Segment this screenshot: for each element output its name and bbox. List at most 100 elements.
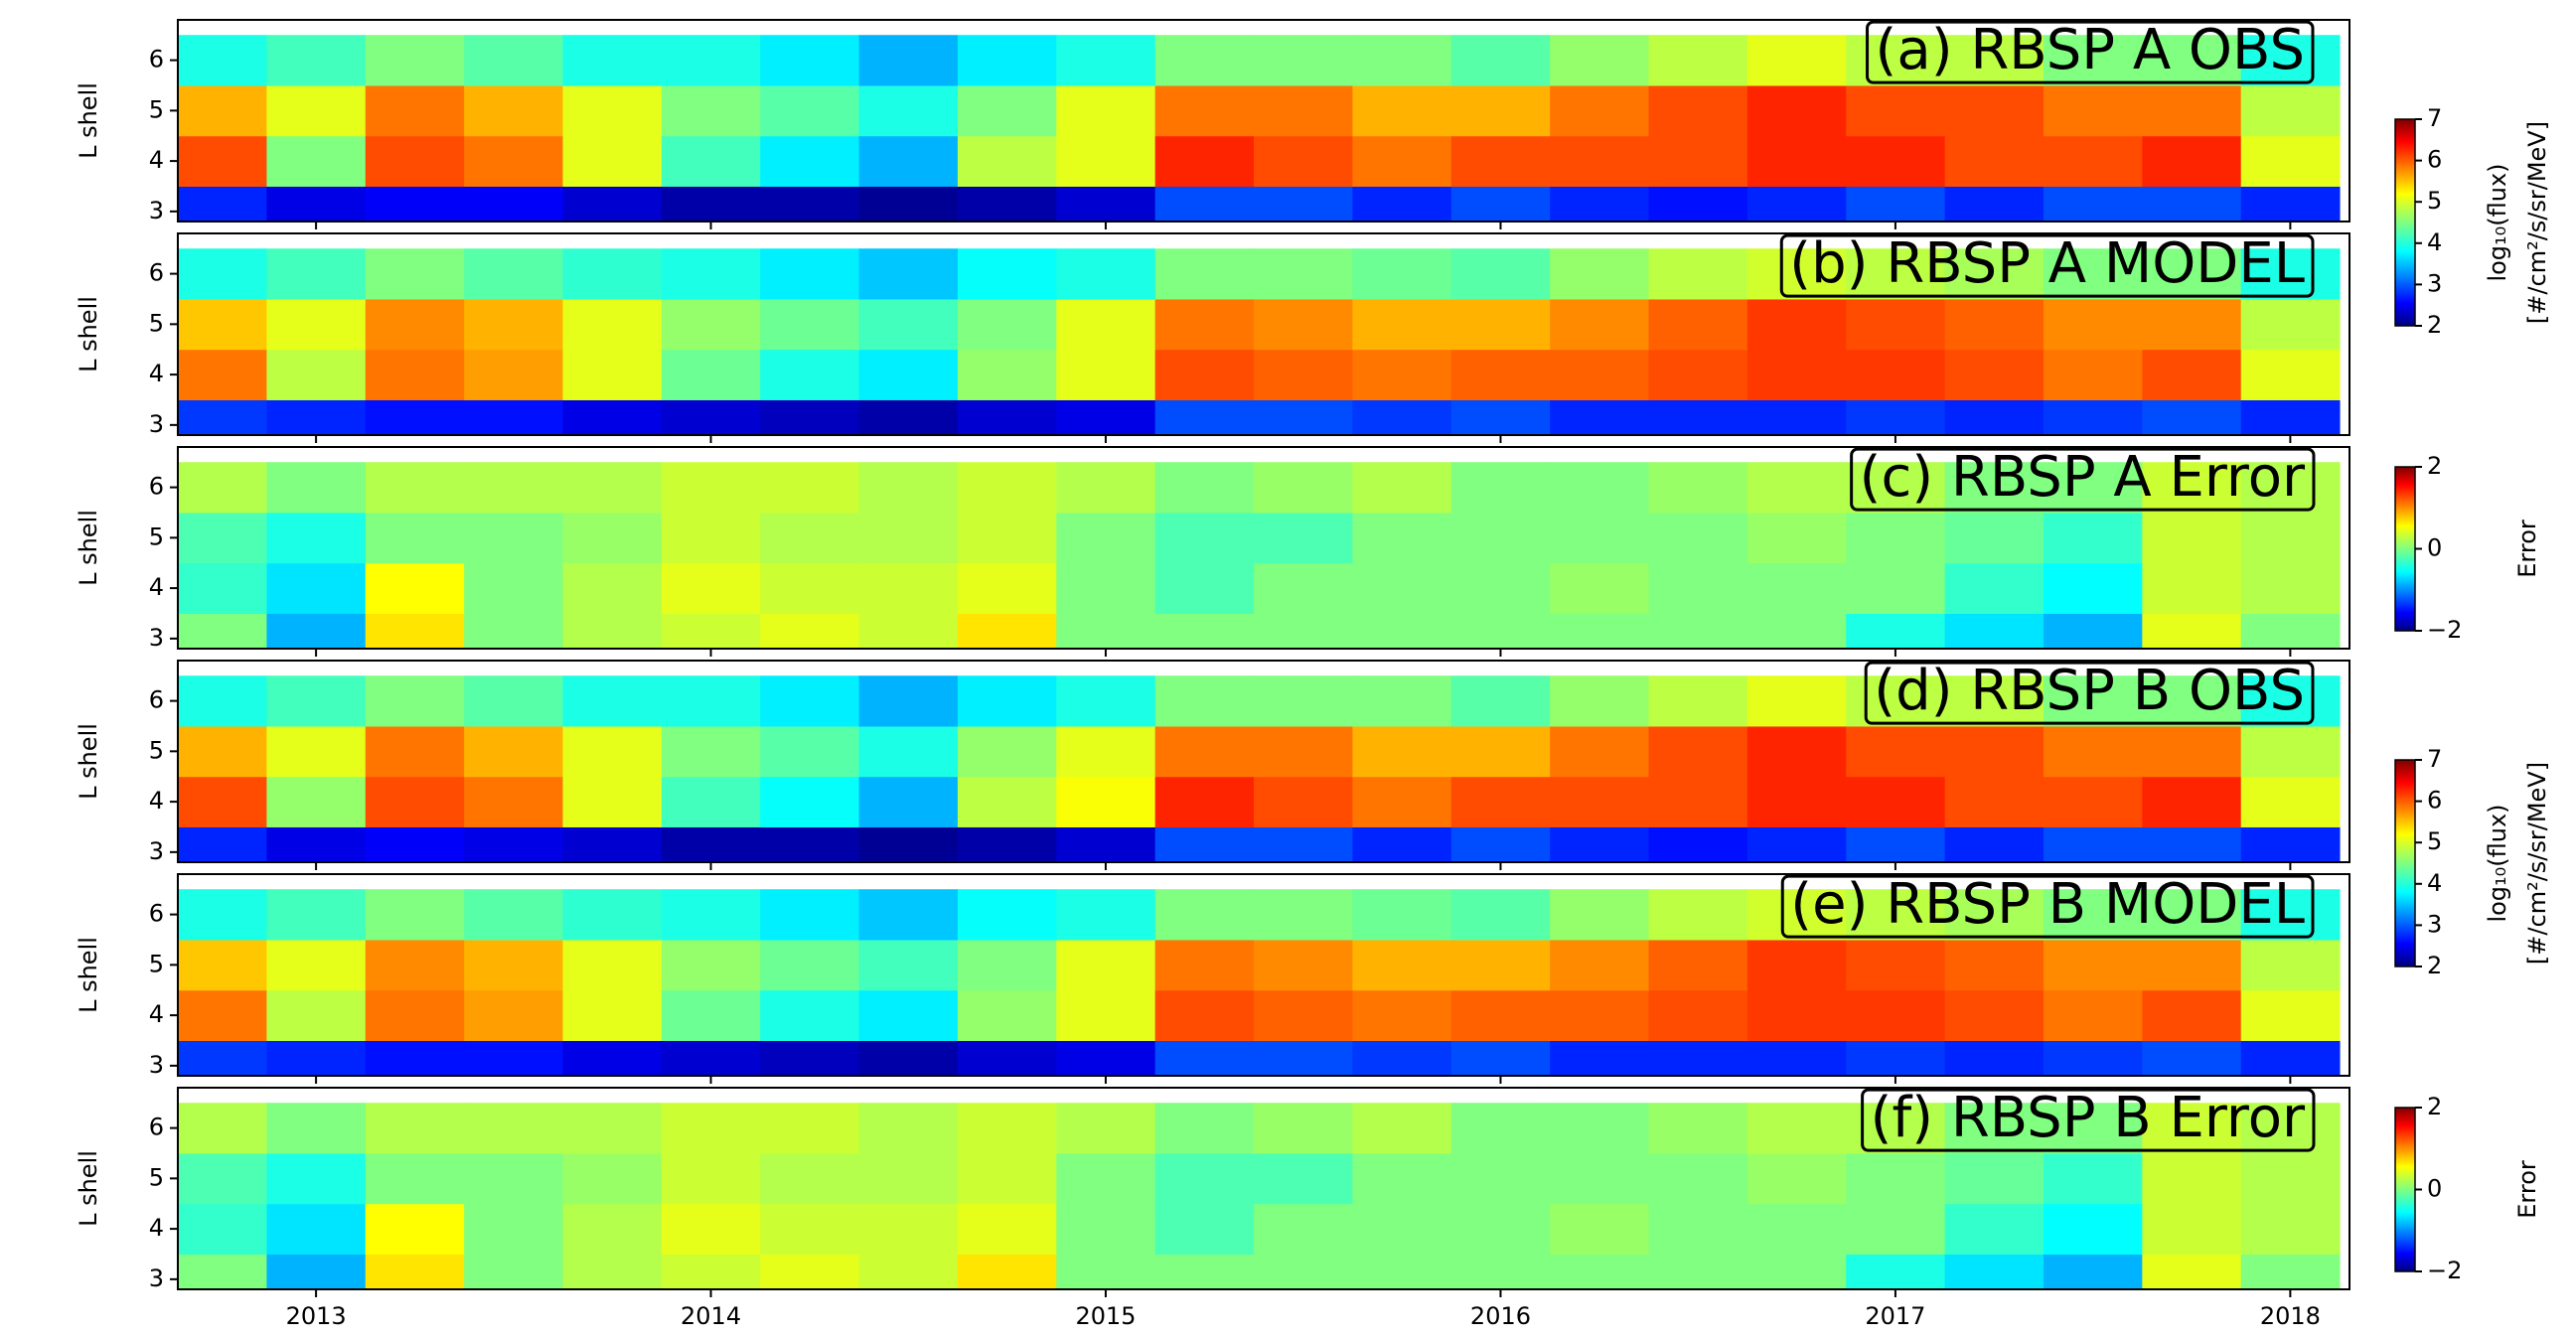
heatmap-cell (1648, 35, 1748, 86)
heatmap-cell (1154, 562, 1255, 614)
heatmap-cell (661, 349, 761, 400)
heatmap-cell (1450, 776, 1551, 827)
y-tick-label: 4 (149, 1000, 164, 1028)
heatmap-cell (1944, 349, 2045, 400)
heatmap-cell (1944, 989, 2045, 1041)
heatmap-cell (1550, 298, 1650, 351)
heatmap-cell (1746, 35, 1847, 86)
heatmap-cell (1648, 1254, 1748, 1289)
heatmap-cell (562, 562, 663, 614)
heatmap-cell (1944, 1152, 2045, 1205)
plot-frame (177, 446, 2350, 650)
plot-frame (177, 1087, 2350, 1290)
heatmap-cell (562, 349, 663, 400)
heatmap-cell (1846, 298, 1946, 351)
heatmap-cell (1352, 939, 1452, 991)
heatmap-cell (562, 939, 663, 991)
heatmap-cell (1254, 939, 1353, 991)
heatmap-cell (178, 939, 267, 991)
heatmap-cell (266, 84, 367, 137)
heatmap-cell (365, 889, 465, 941)
heatmap-cell (2142, 135, 2242, 187)
title-box (1861, 1088, 2316, 1152)
heatmap-cell (464, 1152, 564, 1205)
plot-frame (177, 660, 2350, 863)
heatmap-cell (1450, 1152, 1551, 1205)
heatmap-cell (2043, 462, 2143, 514)
heatmap-cell (1154, 1254, 1255, 1289)
heatmap-cell (266, 725, 367, 778)
colorbar-tick-label: −2 (2427, 1257, 2462, 1284)
heatmap-cell (1154, 512, 1255, 564)
heatmap-cell (1254, 826, 1353, 862)
heatmap-cell (266, 135, 367, 187)
y-axis-label: L shell (75, 510, 102, 586)
colorbar-tick-label: 3 (2427, 269, 2442, 297)
heatmap-cell (2142, 1152, 2242, 1205)
colorbar (2394, 1107, 2416, 1272)
colorbar-label: log₁₀(flux) (2484, 804, 2511, 922)
heatmap-cell (1846, 989, 1946, 1041)
heatmap-cell (661, 186, 761, 222)
title-box (1850, 447, 2316, 512)
heatmap-cell (1550, 1103, 1650, 1154)
heatmap-cell (760, 1203, 860, 1255)
heatmap-cell (661, 35, 761, 86)
heatmap-cell (2043, 725, 2143, 778)
heatmap-cell (1550, 135, 1650, 187)
heatmap-cell (2142, 462, 2242, 514)
heatmap-cell (1550, 399, 1650, 435)
heatmap-cell (760, 1254, 860, 1289)
heatmap-cell (266, 826, 367, 862)
heatmap-cell (365, 399, 465, 435)
heatmap-cell (760, 512, 860, 564)
heatmap-cell (1944, 399, 2045, 435)
heatmap-cell (562, 399, 663, 435)
heatmap-cell (1550, 562, 1650, 614)
heatmap-cell (1450, 989, 1551, 1041)
heatmap-cell (365, 1040, 465, 1076)
heatmap-cell (1846, 1040, 1946, 1076)
heatmap-cell (858, 248, 959, 300)
heatmap-cell (1154, 135, 1255, 187)
colorbar-tick-label: 7 (2427, 104, 2442, 132)
heatmap-cell (1254, 1103, 1353, 1154)
heatmap-cell (1846, 889, 1946, 941)
heatmap-cell (1254, 186, 1353, 222)
heatmap-cell (1846, 135, 1946, 187)
heatmap-cell (2240, 939, 2341, 991)
heatmap-cell (1352, 613, 1452, 649)
heatmap-cell (1056, 939, 1156, 991)
heatmap-cell (858, 989, 959, 1041)
heatmap-cell (760, 725, 860, 778)
heatmap-cell (1550, 248, 1650, 300)
y-tick-label: 5 (149, 950, 164, 977)
heatmap-cell (1254, 776, 1353, 827)
heatmap-cell (464, 248, 564, 300)
heatmap-cell (1450, 562, 1551, 614)
heatmap-cell (1352, 349, 1452, 400)
heatmap-cell (365, 1254, 465, 1289)
heatmap-cell (178, 35, 267, 86)
heatmap-cell (2043, 826, 2143, 862)
heatmap-cell (365, 675, 465, 727)
heatmap-cell (562, 135, 663, 187)
heatmap-cell (266, 776, 367, 827)
heatmap (178, 675, 2341, 862)
heatmap-cell (760, 84, 860, 137)
heatmap-cell (1450, 248, 1551, 300)
heatmap-cell (2142, 1254, 2242, 1289)
heatmap-cell (661, 1254, 761, 1289)
heatmap-cell (365, 186, 465, 222)
heatmap-cell (957, 248, 1057, 300)
heatmap-cell (266, 1152, 367, 1205)
heatmap-cell (178, 186, 267, 222)
heatmap-cell (661, 725, 761, 778)
heatmap-cell (2240, 512, 2341, 564)
heatmap-cell (858, 1152, 959, 1205)
heatmap-cell (2142, 989, 2242, 1041)
colorbar-tick-label: −2 (2427, 616, 2462, 644)
heatmap-cell (464, 1203, 564, 1255)
heatmap-cell (1846, 675, 1946, 727)
heatmap-cell (2043, 84, 2143, 137)
